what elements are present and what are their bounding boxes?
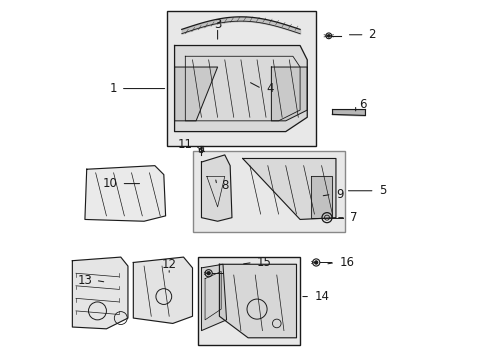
Polygon shape <box>85 166 165 221</box>
Polygon shape <box>310 176 332 218</box>
Text: 15: 15 <box>257 256 271 269</box>
Text: 3: 3 <box>213 18 221 31</box>
Bar <box>198 257 300 345</box>
Text: 1: 1 <box>109 82 117 95</box>
Bar <box>167 12 316 146</box>
Text: 9: 9 <box>335 188 343 201</box>
Text: 10: 10 <box>102 177 117 190</box>
Circle shape <box>326 35 329 37</box>
Polygon shape <box>201 264 226 330</box>
Circle shape <box>206 271 210 275</box>
Polygon shape <box>174 45 306 132</box>
Polygon shape <box>219 264 296 338</box>
Polygon shape <box>133 257 192 323</box>
Polygon shape <box>242 158 335 220</box>
Polygon shape <box>72 257 128 329</box>
Text: 6: 6 <box>359 98 366 111</box>
Text: 12: 12 <box>162 258 176 271</box>
Text: 8: 8 <box>221 179 228 192</box>
Text: 11: 11 <box>177 138 192 150</box>
Bar <box>192 151 344 232</box>
Text: 16: 16 <box>339 256 354 269</box>
Polygon shape <box>174 67 217 121</box>
Text: 14: 14 <box>314 290 329 303</box>
Polygon shape <box>271 67 306 121</box>
Text: 4: 4 <box>265 82 273 95</box>
Text: 2: 2 <box>367 28 375 41</box>
Text: 13: 13 <box>77 274 92 287</box>
Text: 5: 5 <box>378 184 386 197</box>
Circle shape <box>314 261 317 264</box>
Polygon shape <box>201 155 231 221</box>
Text: 7: 7 <box>349 211 357 224</box>
